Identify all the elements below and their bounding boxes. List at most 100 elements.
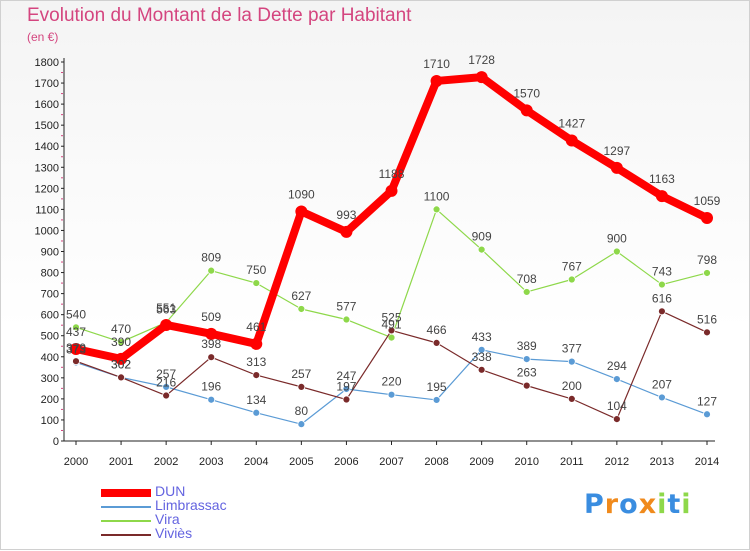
legend-label: Vira bbox=[155, 511, 180, 527]
proxiti-logo: Proxiti bbox=[584, 489, 692, 520]
y-tick-label: 900 bbox=[41, 247, 59, 259]
data-label-vivis: 263 bbox=[517, 366, 537, 380]
point-vivis bbox=[522, 381, 531, 390]
point-vira bbox=[117, 338, 125, 346]
point-vivis bbox=[703, 328, 711, 337]
point-dun bbox=[385, 184, 398, 197]
point-dun bbox=[115, 352, 128, 365]
point-dun bbox=[430, 74, 443, 87]
point-dun bbox=[340, 225, 353, 238]
data-label-vivis: 616 bbox=[652, 291, 672, 305]
point-limbrassac bbox=[658, 393, 666, 402]
data-label-vivis: 525 bbox=[381, 310, 401, 324]
x-tick-label: 2009 bbox=[469, 456, 493, 468]
data-label-dun: 390 bbox=[111, 335, 131, 349]
point-limbrassac bbox=[252, 408, 261, 417]
point-limbrassac bbox=[297, 420, 306, 429]
logo-letter: P bbox=[584, 489, 605, 520]
point-vira bbox=[207, 266, 216, 275]
point-limbrassac bbox=[162, 382, 171, 391]
data-label-vivis: 466 bbox=[427, 323, 447, 337]
data-label-dun: 1163 bbox=[649, 172, 675, 186]
y-tick-label: 1500 bbox=[35, 120, 59, 132]
point-vivis bbox=[612, 415, 621, 424]
point-limbrassac bbox=[432, 396, 441, 404]
data-label-dun: 1297 bbox=[604, 144, 631, 158]
y-tick-label: 1100 bbox=[35, 204, 59, 216]
data-label-vivis: 197 bbox=[336, 380, 356, 394]
x-tick-label: 2005 bbox=[289, 456, 313, 468]
logo-letter: t bbox=[667, 489, 682, 520]
data-label-dun: 1188 bbox=[379, 167, 405, 181]
y-tick-label: 100 bbox=[41, 415, 59, 427]
point-dun bbox=[655, 190, 668, 203]
data-label-limbrassac: 220 bbox=[381, 375, 401, 389]
point-limbrassac bbox=[477, 345, 486, 354]
point-vira bbox=[567, 275, 576, 284]
point-vivis bbox=[342, 395, 351, 404]
data-label-limbrassac: 302 bbox=[111, 357, 131, 371]
y-tick-label: 0 bbox=[53, 436, 59, 448]
y-tick-label: 500 bbox=[41, 331, 59, 343]
data-label-limbrassac: 80 bbox=[295, 404, 309, 418]
point-vira bbox=[252, 279, 261, 287]
point-vivis bbox=[477, 365, 486, 374]
data-label-limbrassac: 127 bbox=[697, 394, 717, 408]
point-dun bbox=[70, 342, 82, 355]
y-tick-label: 200 bbox=[41, 394, 59, 406]
y-tick-label: 1200 bbox=[35, 183, 59, 195]
point-vivis bbox=[432, 338, 441, 347]
point-limbrassac bbox=[207, 395, 216, 404]
point-limbrassac bbox=[703, 410, 711, 419]
point-vivis bbox=[567, 394, 576, 403]
x-tick-label: 2010 bbox=[514, 456, 538, 468]
data-label-vira: 491 bbox=[381, 318, 401, 332]
y-tick-label: 1600 bbox=[35, 99, 59, 111]
data-label-vivis: 379 bbox=[66, 341, 86, 355]
data-label-vivis: 216 bbox=[156, 376, 176, 390]
point-vira bbox=[612, 247, 621, 256]
logo-letter: i bbox=[681, 489, 692, 520]
point-dun bbox=[295, 205, 308, 218]
y-tick-label: 800 bbox=[41, 268, 59, 280]
point-vira bbox=[297, 305, 306, 313]
data-label-vira: 743 bbox=[652, 265, 672, 279]
point-vira bbox=[477, 245, 486, 254]
data-label-dun: 1059 bbox=[694, 194, 721, 208]
data-label-vivis: 104 bbox=[607, 399, 627, 413]
data-label-limbrassac: 373 bbox=[66, 342, 86, 356]
data-label-limbrassac: 294 bbox=[607, 359, 627, 373]
data-label-limbrassac: 377 bbox=[562, 342, 582, 356]
logo-letter: r bbox=[604, 489, 620, 520]
data-label-limbrassac: 195 bbox=[427, 380, 447, 394]
point-vivis bbox=[658, 307, 666, 316]
legend-swatch bbox=[101, 506, 151, 508]
y-tick-label: 300 bbox=[41, 373, 59, 385]
point-dun bbox=[160, 318, 173, 331]
data-label-limbrassac: 257 bbox=[156, 367, 176, 381]
point-limbrassac bbox=[567, 357, 576, 366]
x-tick-label: 2002 bbox=[154, 456, 178, 468]
point-dun bbox=[701, 212, 713, 225]
point-vira bbox=[72, 323, 80, 332]
point-dun bbox=[565, 134, 578, 147]
point-dun bbox=[610, 161, 623, 174]
data-label-dun: 1570 bbox=[513, 86, 540, 100]
data-label-vira: 767 bbox=[562, 260, 582, 274]
x-tick-label: 2003 bbox=[199, 456, 223, 468]
data-label-vira: 627 bbox=[291, 289, 311, 303]
point-vivis bbox=[72, 357, 80, 366]
data-label-vira: 900 bbox=[607, 232, 627, 246]
point-vivis bbox=[252, 371, 261, 379]
y-tick-label: 400 bbox=[41, 352, 59, 364]
x-tick-label: 2001 bbox=[109, 456, 133, 468]
point-vivis bbox=[117, 373, 125, 382]
data-label-limbrassac: 389 bbox=[517, 339, 537, 353]
data-label-dun: 1710 bbox=[423, 57, 450, 71]
x-tick-label: 2006 bbox=[334, 456, 358, 468]
data-label-vivis: 338 bbox=[472, 350, 492, 364]
y-tick-label: 1400 bbox=[35, 141, 59, 153]
y-tick-label: 700 bbox=[41, 289, 59, 301]
point-vira bbox=[522, 288, 531, 296]
data-label-dun: 551 bbox=[156, 301, 176, 315]
